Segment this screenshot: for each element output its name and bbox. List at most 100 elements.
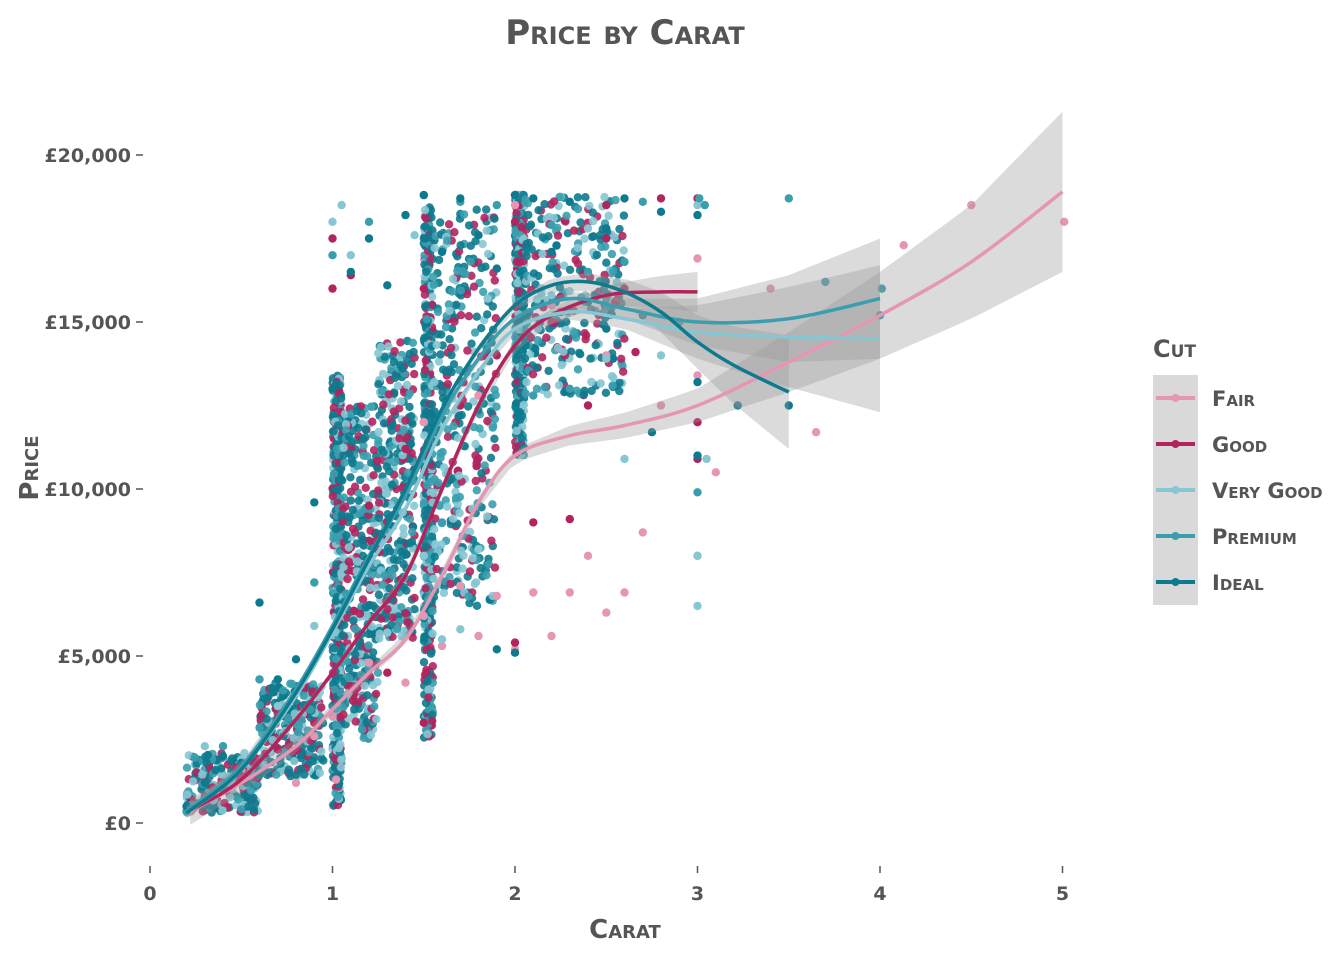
scatter-point bbox=[283, 713, 293, 722]
x-tick-label: 4 bbox=[873, 883, 886, 905]
scatter-point bbox=[422, 481, 432, 490]
scatter-point bbox=[361, 425, 370, 434]
scatter-point bbox=[383, 605, 392, 614]
scatter-point bbox=[480, 213, 489, 222]
scatter-point bbox=[362, 611, 371, 620]
scatter-point bbox=[346, 267, 355, 277]
scatter-point bbox=[702, 454, 711, 464]
scatter-point bbox=[472, 459, 481, 468]
scatter-point bbox=[510, 200, 520, 210]
scatter-point bbox=[315, 768, 325, 778]
scatter-point bbox=[338, 517, 347, 526]
scatter-point bbox=[374, 498, 384, 507]
scatter-point bbox=[526, 333, 536, 342]
scatter-point bbox=[306, 705, 315, 714]
scatter-point bbox=[188, 777, 198, 786]
scatter-point bbox=[587, 377, 596, 387]
scatter-point bbox=[492, 264, 501, 273]
scatter-point bbox=[821, 277, 830, 287]
scatter-point bbox=[399, 524, 408, 533]
scatter-point bbox=[392, 625, 402, 634]
scatter-point bbox=[811, 428, 821, 437]
scatter-point bbox=[337, 755, 346, 765]
scatter-point bbox=[421, 302, 430, 311]
scatter-point bbox=[361, 603, 370, 612]
scatter-point bbox=[329, 403, 338, 412]
scatter-point bbox=[877, 284, 886, 293]
scatter-point bbox=[479, 287, 488, 297]
scatter-point bbox=[379, 448, 388, 457]
scatter-point bbox=[482, 512, 492, 521]
legend-key-point bbox=[1171, 486, 1180, 494]
scatter-point bbox=[234, 795, 243, 804]
scatter-point bbox=[373, 668, 383, 677]
legend-items: Fair Good Very Good Premium Ideal bbox=[1153, 375, 1323, 605]
y-tick-label: £20,000 bbox=[44, 145, 131, 167]
scatter-point bbox=[449, 514, 458, 523]
scatter-point bbox=[335, 381, 344, 390]
scatter-point bbox=[426, 649, 436, 658]
scatter-point bbox=[693, 377, 702, 387]
scatter-point bbox=[474, 631, 483, 641]
scatter-point bbox=[355, 461, 364, 470]
scatter-point bbox=[456, 625, 465, 634]
scatter-point bbox=[272, 770, 281, 779]
scatter-point bbox=[445, 306, 454, 316]
scatter-point bbox=[420, 333, 429, 342]
scatter-point bbox=[576, 350, 585, 359]
scatter-point bbox=[310, 732, 319, 741]
scatter-point bbox=[510, 370, 520, 379]
scatter-point bbox=[615, 224, 624, 234]
scatter-point bbox=[361, 483, 370, 492]
scatter-point bbox=[407, 537, 417, 546]
scatter-point bbox=[436, 218, 445, 227]
scatter-point bbox=[408, 527, 417, 537]
scatter-point bbox=[443, 236, 452, 245]
scatter-point bbox=[455, 508, 464, 518]
scatter-point bbox=[529, 269, 539, 278]
scatter-point bbox=[350, 624, 360, 634]
scatter-point bbox=[586, 354, 595, 363]
scatter-point bbox=[182, 763, 192, 772]
scatter-point bbox=[408, 338, 418, 347]
scatter-point bbox=[620, 334, 629, 343]
scatter-point bbox=[443, 425, 452, 434]
scatter-point bbox=[483, 294, 492, 303]
scatter-point bbox=[599, 285, 608, 294]
scatter-point bbox=[561, 334, 571, 344]
scatter-point bbox=[240, 748, 249, 758]
scatter-point bbox=[340, 620, 349, 630]
scatter-point bbox=[286, 771, 295, 781]
scatter-point bbox=[484, 560, 493, 569]
scatter-point bbox=[345, 513, 354, 522]
scatter-point bbox=[308, 687, 317, 696]
scatter-point bbox=[511, 442, 521, 452]
scatter-point bbox=[483, 310, 492, 319]
x-axis: 0 1 2 3 4 5 bbox=[143, 866, 1069, 905]
scatter-point bbox=[618, 231, 627, 241]
scatter-point bbox=[339, 710, 348, 719]
scatter-point bbox=[442, 367, 451, 376]
legend: Cut Fair Good Very Good Premium Ideal bbox=[1153, 335, 1323, 605]
scatter-point bbox=[421, 584, 430, 593]
scatter-point bbox=[372, 715, 381, 724]
scatter-point bbox=[456, 194, 465, 203]
scatter-point bbox=[604, 211, 613, 220]
scatter-point bbox=[350, 528, 360, 537]
x-tick-label: 0 bbox=[143, 883, 156, 905]
confidence-band bbox=[192, 265, 880, 815]
scatter-point bbox=[419, 636, 429, 646]
scatter-point bbox=[693, 488, 702, 497]
legend-item: Premium bbox=[1153, 513, 1297, 559]
scatter-point bbox=[470, 328, 480, 337]
scatter-point bbox=[540, 382, 550, 392]
scatter-point bbox=[468, 554, 477, 563]
scatter-point bbox=[428, 606, 437, 616]
scatter-point bbox=[602, 234, 611, 243]
scatter-point bbox=[358, 595, 368, 604]
scatter-point bbox=[525, 222, 535, 231]
scatter-point bbox=[522, 252, 531, 261]
scatter-point bbox=[549, 264, 558, 274]
scatter-point bbox=[374, 436, 383, 445]
scatter-point bbox=[387, 566, 396, 575]
